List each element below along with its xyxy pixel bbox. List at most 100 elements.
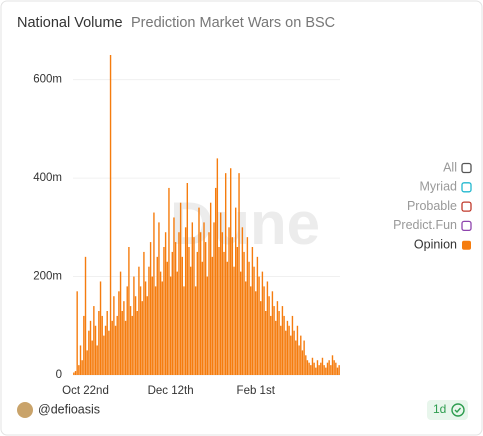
bar [143, 251, 145, 375]
bar [106, 311, 108, 375]
bar [266, 281, 269, 375]
bar [228, 227, 230, 375]
interval-label[interactable]: 1d [433, 402, 446, 416]
bar [113, 296, 115, 375]
bar [174, 242, 177, 375]
bar [219, 212, 222, 375]
bar [169, 276, 172, 375]
bar [273, 306, 275, 375]
bar [163, 247, 165, 375]
bar [326, 362, 329, 375]
bar [204, 242, 207, 375]
bar [183, 286, 185, 375]
bar [186, 183, 189, 375]
bar [194, 286, 197, 375]
bar [149, 242, 152, 375]
bar [206, 276, 209, 375]
bar [168, 187, 170, 375]
legend-label: Myriad [419, 180, 457, 194]
bar [124, 320, 127, 375]
bar [131, 315, 133, 375]
bar [321, 357, 324, 375]
bar [134, 296, 137, 375]
bar [328, 360, 330, 375]
bar [280, 325, 282, 375]
bar [263, 286, 265, 375]
x-tick-label: Oct 22nd [62, 385, 109, 397]
bar [293, 330, 295, 375]
bar [318, 365, 320, 375]
bar [253, 266, 255, 375]
bar [285, 330, 287, 375]
bar [146, 296, 148, 375]
bar [240, 271, 242, 375]
bar [320, 362, 322, 375]
bar [101, 315, 103, 375]
x-tick-label: Feb 1st [237, 385, 276, 397]
check-mark [454, 407, 462, 414]
bar [111, 320, 113, 375]
bar [151, 276, 153, 375]
bar [286, 320, 289, 375]
bar [246, 237, 249, 375]
bar [86, 350, 88, 375]
bar [235, 207, 237, 375]
bar [154, 286, 157, 375]
bar [310, 365, 312, 375]
bar [159, 271, 162, 375]
legend-swatch [461, 220, 472, 232]
bar [311, 357, 314, 375]
legend-swatch [462, 240, 471, 250]
bar [261, 271, 264, 375]
bar [118, 291, 120, 375]
bar [288, 325, 290, 375]
legend-label: Probable [407, 199, 457, 213]
interval-badge[interactable] [427, 400, 468, 420]
check-icon [451, 403, 465, 417]
bar [201, 261, 204, 375]
bar [209, 202, 212, 375]
bar [250, 286, 252, 375]
bar [161, 281, 163, 375]
bar [138, 266, 140, 375]
bar [116, 315, 118, 375]
bar [281, 306, 284, 375]
bar [189, 266, 192, 375]
y-tick-label: 400m [33, 172, 62, 184]
bar [221, 232, 224, 375]
bar [188, 247, 190, 375]
legend-label: Predict.Fun [393, 218, 457, 232]
bar [196, 251, 199, 375]
bar [325, 367, 327, 375]
bar [153, 212, 155, 375]
bar [295, 340, 297, 375]
bar [223, 251, 225, 375]
bar [166, 261, 168, 375]
bar [305, 355, 307, 375]
bar [338, 365, 340, 375]
legend-label: Opinion [414, 237, 457, 251]
bar [335, 362, 337, 375]
legend-swatch [461, 201, 472, 212]
bar [278, 311, 280, 375]
bar [330, 365, 332, 375]
bar [248, 261, 250, 375]
bar [331, 355, 334, 375]
bar [245, 281, 247, 375]
bar [300, 335, 302, 375]
bar [76, 291, 78, 375]
bar [306, 360, 309, 375]
bar [89, 320, 92, 375]
bar [208, 232, 210, 375]
bar [109, 55, 112, 375]
bar [233, 266, 235, 375]
bar [84, 256, 87, 375]
bar [144, 281, 147, 375]
legend-swatch [461, 162, 472, 174]
bar [73, 372, 75, 375]
bar [290, 335, 292, 375]
bar [181, 256, 184, 375]
x-tick-label: Dec 12th [148, 385, 194, 397]
chart-title: National Volume [17, 15, 123, 31]
